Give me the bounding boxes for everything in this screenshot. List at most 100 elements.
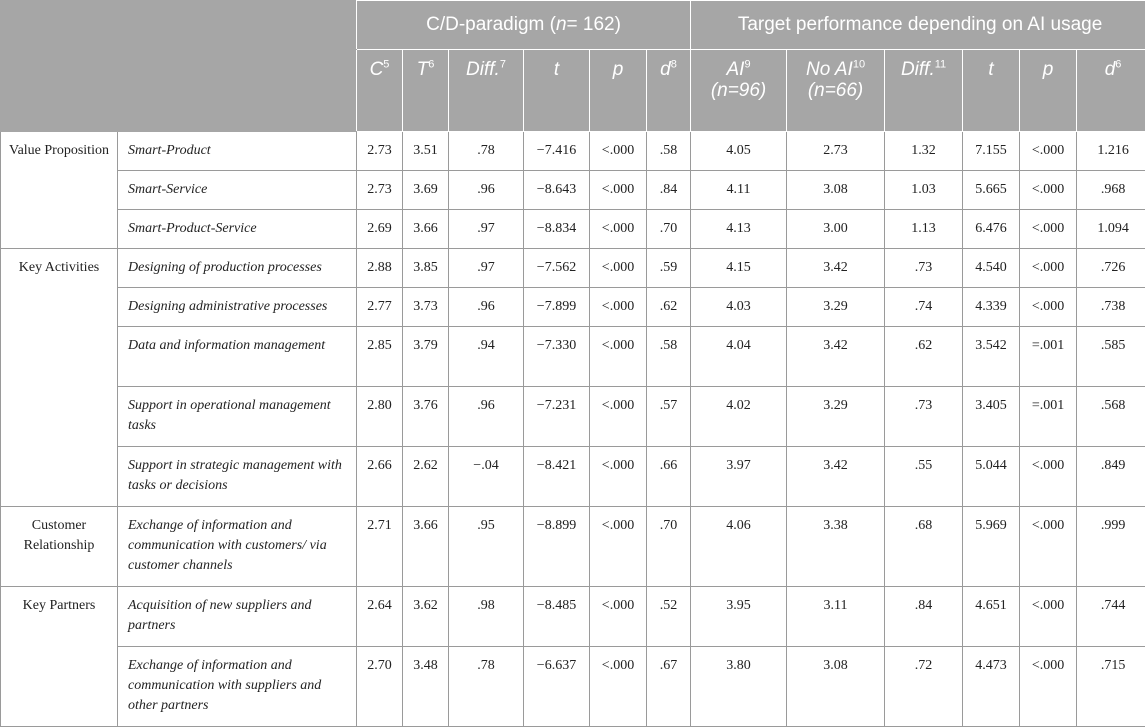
- value-cell: 4.540: [963, 249, 1020, 288]
- header-blank-2: [1, 50, 357, 132]
- value-cell: .66: [647, 447, 691, 507]
- value-cell: 3.29: [787, 288, 885, 327]
- value-cell: 4.11: [691, 171, 787, 210]
- value-cell: 4.651: [963, 587, 1020, 647]
- value-cell: <.000: [590, 327, 647, 387]
- value-cell: 2.70: [357, 647, 403, 727]
- value-cell: 2.80: [357, 387, 403, 447]
- col-header-p: p: [590, 50, 647, 132]
- value-cell: .78: [449, 132, 524, 171]
- col-header-t: T6: [403, 50, 449, 132]
- table-row: Exchange of information and communicatio…: [1, 647, 1145, 727]
- table-row: Support in strategic management with tas…: [1, 447, 1145, 507]
- value-cell: <.000: [590, 171, 647, 210]
- value-cell: .96: [449, 288, 524, 327]
- value-cell: 3.80: [691, 647, 787, 727]
- value-cell: 3.85: [403, 249, 449, 288]
- col-header-t-stat: t: [524, 50, 590, 132]
- value-cell: 3.79: [403, 327, 449, 387]
- value-cell: .62: [885, 327, 963, 387]
- value-cell: <.000: [1020, 210, 1077, 249]
- value-cell: 2.64: [357, 587, 403, 647]
- row-item-label: Exchange of information and communicatio…: [118, 647, 357, 727]
- header-blank: [1, 1, 357, 50]
- value-cell: .96: [449, 171, 524, 210]
- value-cell: .73: [885, 387, 963, 447]
- value-cell: .744: [1077, 587, 1145, 647]
- row-item-label: Designing of production processes: [118, 249, 357, 288]
- value-cell: 1.32: [885, 132, 963, 171]
- value-cell: .70: [647, 507, 691, 587]
- value-cell: 1.03: [885, 171, 963, 210]
- value-cell: 3.66: [403, 507, 449, 587]
- value-cell: 3.08: [787, 647, 885, 727]
- row-item-label: Smart-Product: [118, 132, 357, 171]
- col-header-diff-2: Diff.11: [885, 50, 963, 132]
- row-item-label: Smart-Product-Service: [118, 210, 357, 249]
- value-cell: .84: [647, 171, 691, 210]
- col-header-d: d8: [647, 50, 691, 132]
- value-cell: 4.02: [691, 387, 787, 447]
- value-cell: −7.899: [524, 288, 590, 327]
- value-cell: .57: [647, 387, 691, 447]
- value-cell: 5.044: [963, 447, 1020, 507]
- value-cell: −7.416: [524, 132, 590, 171]
- value-cell: 5.665: [963, 171, 1020, 210]
- value-cell: 2.88: [357, 249, 403, 288]
- value-cell: <.000: [1020, 288, 1077, 327]
- value-cell: .96: [449, 387, 524, 447]
- value-cell: 3.08: [787, 171, 885, 210]
- value-cell: <.000: [590, 132, 647, 171]
- value-cell: 2.85: [357, 327, 403, 387]
- value-cell: .999: [1077, 507, 1145, 587]
- value-cell: .52: [647, 587, 691, 647]
- value-cell: <.000: [590, 647, 647, 727]
- value-cell: .72: [885, 647, 963, 727]
- value-cell: −6.637: [524, 647, 590, 727]
- value-cell: <.000: [1020, 447, 1077, 507]
- value-cell: 3.42: [787, 327, 885, 387]
- category-value-proposition: Value Proposition: [1, 132, 118, 249]
- value-cell: 2.62: [403, 447, 449, 507]
- value-cell: .849: [1077, 447, 1145, 507]
- value-cell: 3.29: [787, 387, 885, 447]
- value-cell: 3.69: [403, 171, 449, 210]
- value-cell: 3.48: [403, 647, 449, 727]
- value-cell: .78: [449, 647, 524, 727]
- value-cell: .62: [647, 288, 691, 327]
- value-cell: .726: [1077, 249, 1145, 288]
- value-cell: <.000: [1020, 507, 1077, 587]
- value-cell: −7.330: [524, 327, 590, 387]
- value-cell: .97: [449, 210, 524, 249]
- value-cell: <.000: [1020, 132, 1077, 171]
- value-cell: 3.95: [691, 587, 787, 647]
- value-cell: 4.13: [691, 210, 787, 249]
- value-cell: 3.97: [691, 447, 787, 507]
- value-cell: 2.77: [357, 288, 403, 327]
- value-cell: 4.03: [691, 288, 787, 327]
- value-cell: =.001: [1020, 327, 1077, 387]
- value-cell: .67: [647, 647, 691, 727]
- value-cell: <.000: [1020, 171, 1077, 210]
- value-cell: 3.76: [403, 387, 449, 447]
- value-cell: −8.643: [524, 171, 590, 210]
- value-cell: −8.421: [524, 447, 590, 507]
- category-key-activities: Key Activities: [1, 249, 118, 507]
- value-cell: 3.405: [963, 387, 1020, 447]
- value-cell: −7.231: [524, 387, 590, 447]
- value-cell: <.000: [590, 288, 647, 327]
- value-cell: <.000: [1020, 587, 1077, 647]
- value-cell: −8.899: [524, 507, 590, 587]
- value-cell: .715: [1077, 647, 1145, 727]
- col-header-c: C5: [357, 50, 403, 132]
- value-cell: 3.42: [787, 249, 885, 288]
